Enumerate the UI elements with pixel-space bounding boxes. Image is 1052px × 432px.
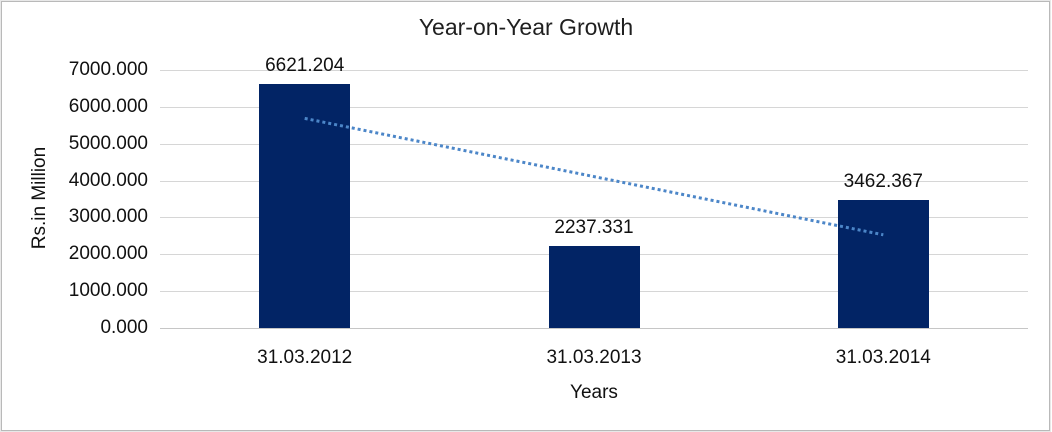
bar-31.03.2012 <box>259 84 351 328</box>
bar-value-label: 2237.331 <box>554 216 634 238</box>
y-tick-label: 7000.000 <box>68 59 148 80</box>
x-tick-label: 31.03.2014 <box>835 347 931 368</box>
gridline <box>160 106 1028 108</box>
y-tick-label: 6000.000 <box>68 95 148 117</box>
y-tick-label: 0.000 <box>100 317 148 338</box>
bar-31.03.2014 <box>837 200 929 328</box>
x-tick-label: 31.03.2013 <box>546 347 642 368</box>
x-axis-baseline <box>160 328 1028 329</box>
bar-value-label: 3462.367 <box>843 171 923 193</box>
y-tick-label: 1000.000 <box>68 280 148 302</box>
y-axis-title: Rs.in Million <box>29 146 50 250</box>
x-axis-title: Years <box>570 382 618 403</box>
gridline <box>160 70 1028 71</box>
y-tick-label: 2000.000 <box>68 243 148 265</box>
y-tick-label: 4000.000 <box>68 169 148 191</box>
chart-title: Year-on-Year Growth <box>418 14 634 40</box>
y-tick-label: 5000.000 <box>68 132 148 154</box>
x-tick-label: 31.03.2012 <box>257 347 353 368</box>
bar-value-label: 6621.204 <box>265 55 345 76</box>
bar-31.03.2013 <box>548 245 640 328</box>
y-tick-label: 3000.000 <box>68 206 148 228</box>
